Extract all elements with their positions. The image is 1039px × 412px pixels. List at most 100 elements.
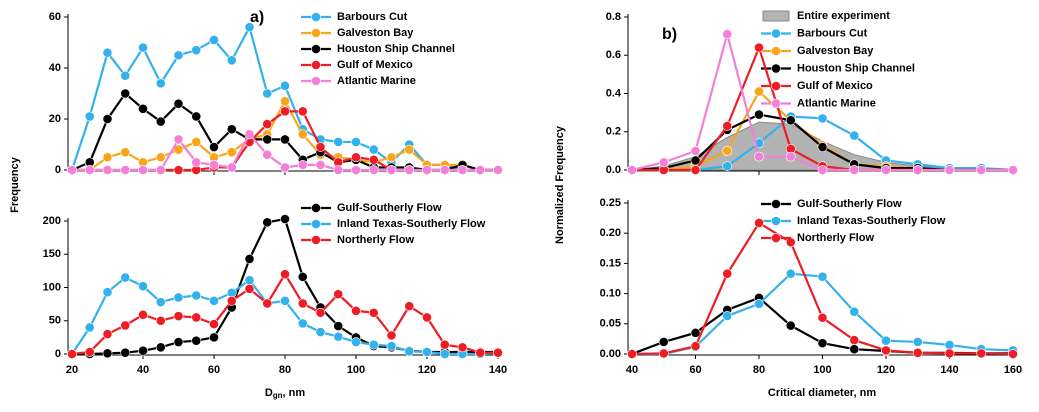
marker: [173, 337, 184, 347]
marker: [244, 22, 255, 33]
y-tick-label: 0.20: [600, 227, 621, 239]
marker: [817, 165, 828, 175]
x-tick-label: 40: [137, 364, 149, 376]
y-tick-label: 50: [49, 315, 61, 327]
marker: [944, 348, 955, 359]
marker: [173, 50, 184, 61]
legend-marker: [771, 199, 781, 209]
marker: [627, 349, 637, 359]
marker: [226, 162, 237, 173]
marker: [280, 295, 290, 306]
marker: [155, 165, 166, 175]
legend-label: Barbours Cut: [337, 11, 408, 23]
marker: [226, 55, 237, 66]
marker: [120, 165, 131, 175]
marker: [155, 297, 166, 308]
y-tick-label: 0.25: [600, 197, 621, 209]
marker: [351, 165, 361, 175]
marker: [138, 281, 148, 292]
marker: [120, 147, 131, 158]
marker: [297, 106, 308, 117]
marker: [333, 321, 344, 331]
marker: [722, 145, 733, 156]
marker: [817, 312, 828, 323]
marker: [209, 159, 219, 170]
x-label-sub: gn: [273, 391, 283, 400]
legend-swatch: [762, 10, 790, 22]
y-tick-label: 60: [49, 11, 61, 23]
marker: [244, 275, 255, 286]
marker: [368, 165, 379, 175]
marker: [754, 151, 764, 162]
x-tick-label: 160: [1004, 364, 1022, 376]
marker: [173, 134, 184, 145]
legend-label: Barbours Cut: [797, 27, 868, 39]
marker: [754, 42, 764, 53]
marker: [262, 88, 273, 99]
legend-marker: [771, 46, 781, 56]
marker: [67, 349, 77, 359]
marker: [404, 346, 415, 357]
legend-marker: [311, 60, 321, 70]
legend-label: Gulf-Southerly Flow: [797, 198, 902, 210]
marker: [280, 106, 290, 117]
marker: [785, 320, 796, 331]
marker: [138, 103, 148, 114]
legend-label: Gulf-Southerly Flow: [337, 202, 442, 214]
marker: [976, 348, 987, 359]
marker: [297, 159, 308, 170]
marker: [849, 306, 860, 317]
marker: [722, 161, 733, 172]
marker: [333, 289, 344, 300]
marker: [1008, 165, 1018, 175]
marker: [138, 309, 148, 320]
marker: [368, 339, 379, 350]
marker: [84, 322, 95, 333]
marker: [191, 312, 202, 323]
y-tick-label: 150: [43, 248, 61, 260]
marker: [67, 165, 77, 175]
legend-marker: [771, 63, 781, 74]
marker: [1008, 349, 1018, 359]
marker: [315, 307, 326, 318]
x-label-rest: , nm: [283, 387, 306, 399]
marker: [244, 283, 255, 294]
marker: [493, 347, 503, 358]
marker: [120, 70, 131, 81]
y-tick-label: 0.00: [600, 348, 621, 360]
marker: [226, 124, 237, 135]
marker: [690, 165, 701, 175]
marker: [881, 165, 891, 175]
marker: [191, 335, 202, 346]
marker: [173, 98, 184, 109]
marker: [439, 339, 450, 350]
marker: [333, 165, 344, 175]
legend-marker: [311, 12, 321, 22]
marker: [102, 329, 113, 339]
marker: [244, 129, 255, 140]
marker: [386, 341, 397, 351]
y-tick-label: 40: [49, 62, 61, 74]
marker: [262, 298, 273, 309]
y-tick-label: 0.4: [606, 87, 622, 99]
marker: [754, 86, 764, 97]
marker: [690, 327, 701, 338]
marker: [368, 144, 379, 155]
legend-label: Gulf of Mexico: [797, 80, 873, 92]
line: [71, 276, 499, 356]
marker: [976, 165, 987, 175]
marker: [315, 159, 326, 170]
legend-marker: [311, 235, 321, 245]
marker: [138, 42, 148, 53]
marker: [173, 311, 184, 321]
marker: [315, 327, 326, 337]
x-tick-label: 60: [689, 364, 701, 376]
marker: [155, 116, 166, 127]
x-tick-label: 100: [813, 364, 831, 376]
legend-label: Entire experiment: [797, 10, 890, 22]
marker: [658, 337, 669, 347]
panel-label: b): [662, 26, 677, 43]
legend-label: Houston Ship Channel: [797, 62, 915, 74]
x-tick-label: 140: [940, 364, 958, 376]
